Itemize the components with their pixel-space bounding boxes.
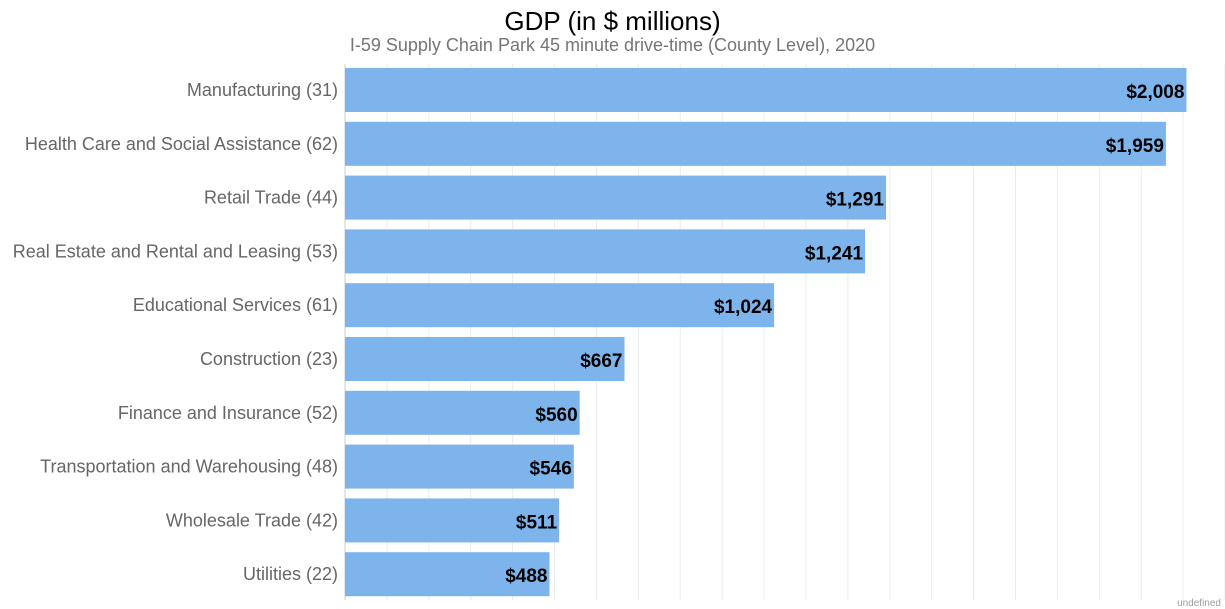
- value-label: $560: [535, 405, 577, 426]
- category-label: Finance and Insurance (52): [118, 403, 338, 423]
- value-label: $1,959: [1106, 136, 1164, 157]
- bar: [345, 229, 866, 274]
- category-label: Retail Trade (44): [204, 188, 338, 208]
- bar: [345, 444, 574, 489]
- bar: [345, 175, 886, 220]
- category-labels: Manufacturing (31) Health Care and Social…: [13, 80, 338, 584]
- category-label: Health Care and Social Assistance (62): [25, 134, 338, 154]
- category-label: Educational Services (61): [133, 295, 338, 315]
- value-label: $2,008: [1126, 82, 1184, 103]
- bar: [345, 283, 775, 328]
- footer-credit: undefined: [1177, 598, 1221, 609]
- value-labels: $2,008 $1,959 $1,291 $1,241 $1,024 $667 $560 $5…: [505, 82, 1184, 587]
- category-label: Construction (23): [200, 349, 338, 369]
- bar: [345, 552, 550, 597]
- value-label: $488: [505, 566, 547, 587]
- category-label: Real Estate and Rental and Leasing (53): [13, 241, 338, 261]
- bar: [345, 390, 580, 435]
- value-label: $511: [516, 512, 558, 533]
- bars: [345, 68, 1187, 597]
- bar: [345, 337, 625, 381]
- bar: [345, 68, 1187, 112]
- value-label: $1,241: [805, 243, 864, 264]
- bar: [345, 121, 1166, 166]
- category-label: Manufacturing (31): [187, 80, 338, 100]
- category-label: Transportation and Warehousing (48): [40, 457, 338, 477]
- value-label: $1,291: [826, 190, 885, 211]
- chart-title: GDP (in $ millions): [504, 6, 721, 36]
- bar: [345, 498, 560, 543]
- category-label: Utilities (22): [243, 564, 338, 584]
- value-label: $1,024: [714, 297, 773, 318]
- value-label: $546: [530, 459, 572, 480]
- chart-subtitle: I-59 Supply Chain Park 45 minute drive-t…: [349, 35, 876, 55]
- category-label: Wholesale Trade (42): [166, 510, 338, 530]
- value-label: $667: [580, 351, 622, 372]
